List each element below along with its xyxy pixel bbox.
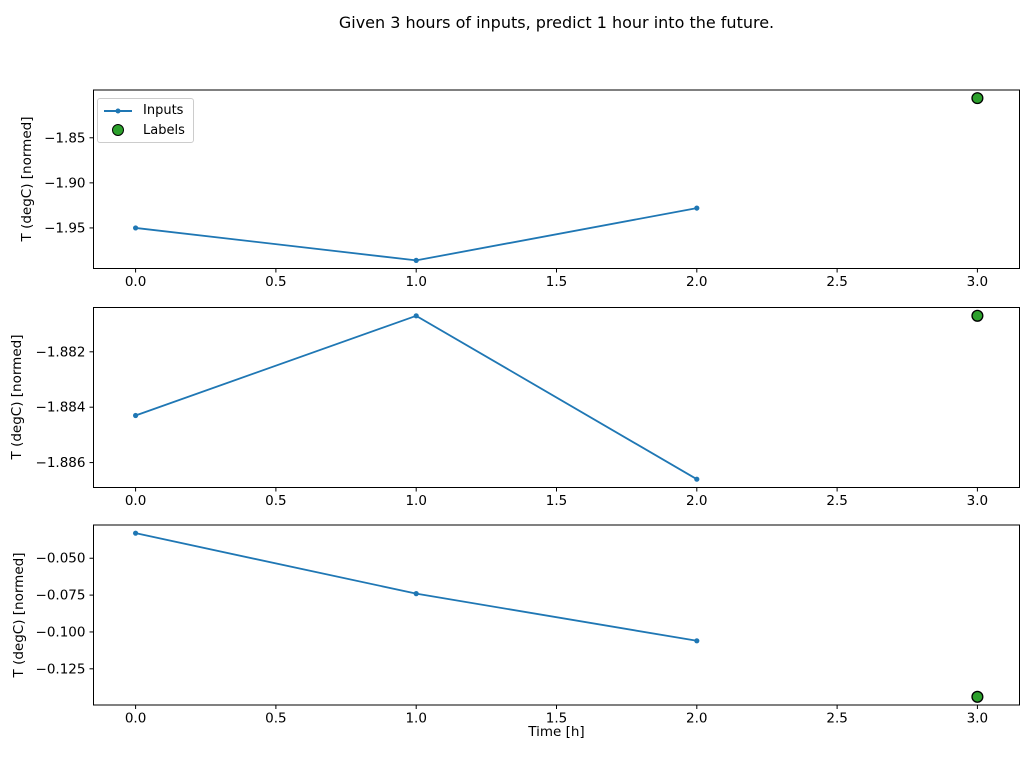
subplot-2-x-tick-label: 1.0 bbox=[405, 493, 426, 509]
subplot-1-inputs-marker bbox=[132, 225, 139, 231]
subplot-1-y-tick-label: −1.90 bbox=[44, 175, 85, 191]
subplot-3-x-tick-label: 2.0 bbox=[686, 711, 707, 727]
subplot-1-x-tick-label: 0.5 bbox=[265, 274, 286, 290]
subplot-1-x-tick-label: 2.5 bbox=[826, 274, 847, 290]
subplot-3-y-tick-label: −0.125 bbox=[36, 661, 86, 677]
subplot-3-x-tick-label: 0.0 bbox=[125, 711, 146, 727]
legend-inputs-label: Inputs bbox=[143, 103, 184, 119]
subplot-3-x-tick-label: 1.5 bbox=[546, 711, 567, 727]
subplot-3-x-tick-label: 2.5 bbox=[826, 711, 847, 727]
subplot-2-x-tick-label: 2.5 bbox=[826, 493, 847, 509]
subplot-2-y-tick-label: −1.886 bbox=[36, 455, 86, 471]
legend-item-inputs: Inputs bbox=[98, 101, 193, 121]
subplot-3-inputs-marker bbox=[694, 638, 700, 644]
subplot-2-labels-marker bbox=[971, 309, 984, 322]
subplot-2-x-tick-label: 0.5 bbox=[265, 493, 286, 509]
subplot-2-x-tick-label: 0.0 bbox=[125, 493, 146, 509]
subplot-2-x-tick-label: 2.0 bbox=[686, 493, 707, 509]
legend-item-labels: Labels bbox=[98, 121, 193, 141]
subplot-1-y-tick-label: −1.85 bbox=[44, 130, 85, 146]
subplot-2-inputs-marker bbox=[132, 412, 139, 419]
subplot-2-inputs-line bbox=[135, 314, 698, 480]
subplot-2-inputs-marker bbox=[413, 313, 419, 319]
subplot-1-x-tick-label: 2.0 bbox=[686, 274, 707, 290]
subplot-1-x-tick-label: 3.0 bbox=[967, 274, 988, 290]
subplot-3-y-tick-label: −0.100 bbox=[36, 624, 86, 640]
legend: Inputs Labels bbox=[97, 98, 194, 143]
subplot-1-x-tick-label: 0.0 bbox=[125, 274, 146, 290]
x-axis-label: Time [h] bbox=[528, 724, 585, 740]
subplot-1-border bbox=[93, 89, 1020, 269]
subplot-1-inputs-marker bbox=[694, 205, 700, 211]
subplot-1-inputs-line bbox=[135, 207, 697, 262]
figure-title: Given 3 hours of inputs, predict 1 hour … bbox=[338, 13, 775, 32]
subplot-2-x-tick-label: 1.5 bbox=[546, 493, 567, 509]
subplot-1-labels-marker bbox=[971, 92, 984, 105]
subplot-3-inputs-line bbox=[135, 532, 697, 642]
subplot-1-y-tick-label: −1.95 bbox=[44, 220, 85, 236]
subplot-2-inputs-marker bbox=[694, 476, 700, 482]
subplot-2-x-tick-label: 3.0 bbox=[967, 493, 988, 509]
legend-labels-label: Labels bbox=[143, 122, 185, 138]
subplot-3-x-tick-label: 3.0 bbox=[967, 711, 988, 727]
subplot-3-x-tick-label: 1.0 bbox=[405, 711, 426, 727]
subplot-3-inputs-marker bbox=[132, 530, 139, 536]
subplot-3-y-tick-label: −0.075 bbox=[36, 588, 86, 604]
subplot-2-y-tick-label: −1.884 bbox=[36, 400, 86, 416]
subplot-1-inputs-marker bbox=[413, 257, 419, 263]
subplot-3-border bbox=[93, 524, 1020, 706]
subplot-3-y-tick-label: −0.050 bbox=[36, 551, 86, 567]
subplot-3-x-tick-label: 0.5 bbox=[265, 711, 286, 727]
subplot-1-x-tick-label: 1.5 bbox=[546, 274, 567, 290]
subplot-3-inputs-marker bbox=[413, 591, 419, 597]
subplot-2-y-tick-label: −1.882 bbox=[36, 344, 86, 360]
subplot-1-x-tick-label: 1.0 bbox=[405, 274, 426, 290]
subplot-3-labels-marker bbox=[971, 690, 984, 703]
labels-circle-sample-icon bbox=[98, 124, 138, 137]
inputs-line-sample-icon bbox=[98, 108, 138, 114]
